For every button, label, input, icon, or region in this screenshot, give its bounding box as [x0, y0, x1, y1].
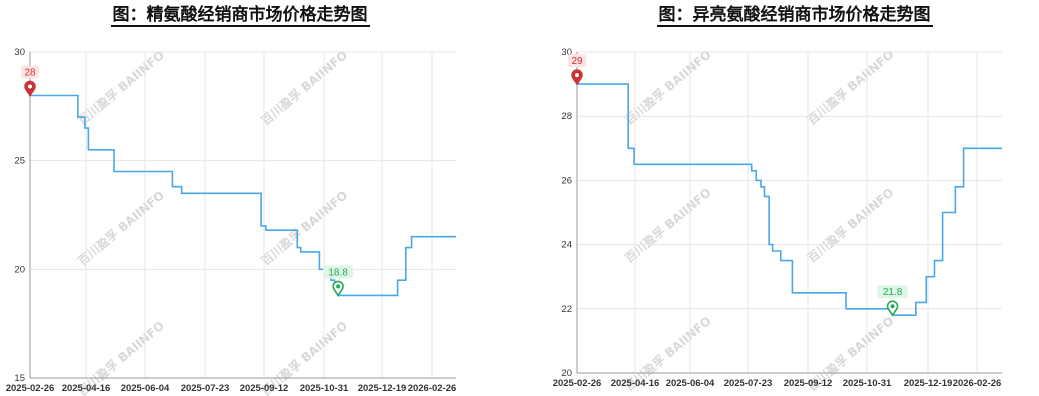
x-tick-label: 2025-12-19: [904, 378, 953, 389]
y-tick-label: 15: [14, 373, 25, 384]
x-tick-label: 2025-06-04: [121, 383, 170, 394]
x-tick-label: 2026-02-26: [408, 383, 457, 394]
marker-label: 21.8: [883, 287, 903, 298]
x-tick-label: 2025-02-26: [6, 383, 55, 394]
y-tick-label: 28: [561, 111, 572, 122]
marker-label: 18.8: [328, 267, 348, 278]
y-tick-label: 20: [14, 264, 25, 275]
watermark: 百川盈孚 BAIINFO: [258, 47, 350, 128]
chart-title: 图：精氨酸经销商市场价格走势图: [110, 5, 370, 27]
x-tick-label: 2025-12-19: [358, 383, 407, 394]
marker-label-bg: [21, 65, 39, 79]
y-tick-label: 24: [561, 240, 572, 251]
watermark: 百川盈孚 BAIINFO: [75, 187, 167, 268]
max-marker: 29: [568, 54, 586, 86]
marker-label: 28: [24, 67, 36, 78]
max-marker: 28: [21, 65, 39, 97]
y-tick-label: 26: [561, 175, 572, 186]
watermark: 百川盈孚 BAIINFO: [75, 47, 167, 128]
y-tick-label: 30: [561, 47, 572, 58]
watermark: 百川盈孚 BAIINFO: [804, 185, 896, 266]
y-tick-label: 30: [14, 47, 25, 58]
price-series-line: [577, 83, 1002, 316]
y-tick-label: 20: [561, 368, 572, 379]
x-tick-label: 2025-07-23: [724, 378, 773, 389]
price-series-line: [30, 94, 456, 297]
x-tick-label: 2025-10-31: [300, 383, 349, 394]
x-tick-label: 2025-10-31: [843, 378, 892, 389]
y-tick-label: 25: [14, 156, 25, 167]
x-tick-label: 2025-04-16: [611, 378, 660, 389]
isoleucine-chart-panel: 图：异亮氨酸经销商市场价格走势图 百川盈孚 BAIINFO 百川盈孚 BAIINF…: [550, 0, 1039, 396]
x-tick-label: 2025-07-23: [181, 383, 230, 394]
chart-title: 图：异亮氨酸经销商市场价格走势图: [656, 5, 933, 27]
marker-label: 29: [571, 56, 583, 67]
watermark: 百川盈孚 BAIINFO: [804, 47, 896, 128]
marker-label-bg: [877, 285, 908, 299]
min-marker: 18.8: [323, 265, 354, 297]
x-tick-label: 2025-02-26: [553, 378, 602, 389]
min-marker: 21.8: [877, 285, 908, 317]
x-tick-label: 2025-09-12: [240, 383, 289, 394]
marker-label-bg: [323, 265, 354, 279]
x-tick-label: 2025-06-04: [666, 378, 715, 389]
x-tick-label: 2026-02-26: [953, 378, 1002, 389]
x-tick-label: 2025-04-16: [62, 383, 111, 394]
arginine-price-chart: 百川盈孚 BAIINFO 百川盈孚 BAIINFO 百川盈孚 BAIINFO 百川盈孚…: [6, 47, 457, 396]
arginine-chart-panel: 图：精氨酸经销商市场价格走势图 百川盈孚 BAIINFO 百川盈孚 BAIINFO…: [0, 0, 480, 396]
watermark: 百川盈孚 BAIINFO: [258, 187, 350, 268]
y-tick-label: 22: [561, 304, 572, 315]
x-tick-label: 2025-09-12: [784, 378, 833, 389]
marker-label-bg: [568, 54, 586, 68]
